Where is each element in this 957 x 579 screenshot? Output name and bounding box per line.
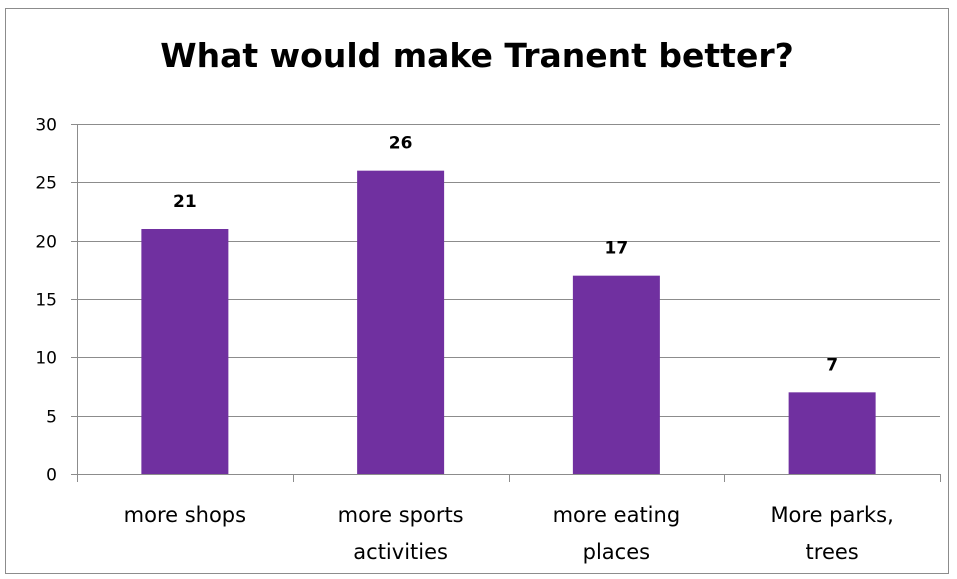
data-label: 17: [605, 239, 629, 259]
y-tick-label: 20: [35, 233, 57, 253]
data-label: 7: [826, 355, 838, 375]
x-category-label: more sports activities: [338, 503, 464, 564]
bar: [141, 229, 229, 474]
y-tick-label: 0: [46, 466, 57, 486]
y-tick-label: 10: [35, 349, 57, 369]
chart-title: What would make Tranent better?: [160, 36, 794, 75]
y-tick-label: 25: [35, 174, 57, 194]
data-label: 26: [389, 134, 413, 154]
x-category-label: More parks, trees: [770, 503, 893, 564]
x-category-label: more eating places: [553, 503, 681, 564]
y-tick-label: 15: [35, 291, 57, 311]
data-label: 21: [173, 192, 197, 212]
x-category-label: more shops: [124, 503, 246, 527]
bar: [788, 392, 876, 474]
bar: [357, 170, 445, 474]
y-tick-label: 30: [35, 116, 57, 136]
bar: [572, 275, 660, 474]
y-tick-label: 5: [46, 408, 57, 428]
